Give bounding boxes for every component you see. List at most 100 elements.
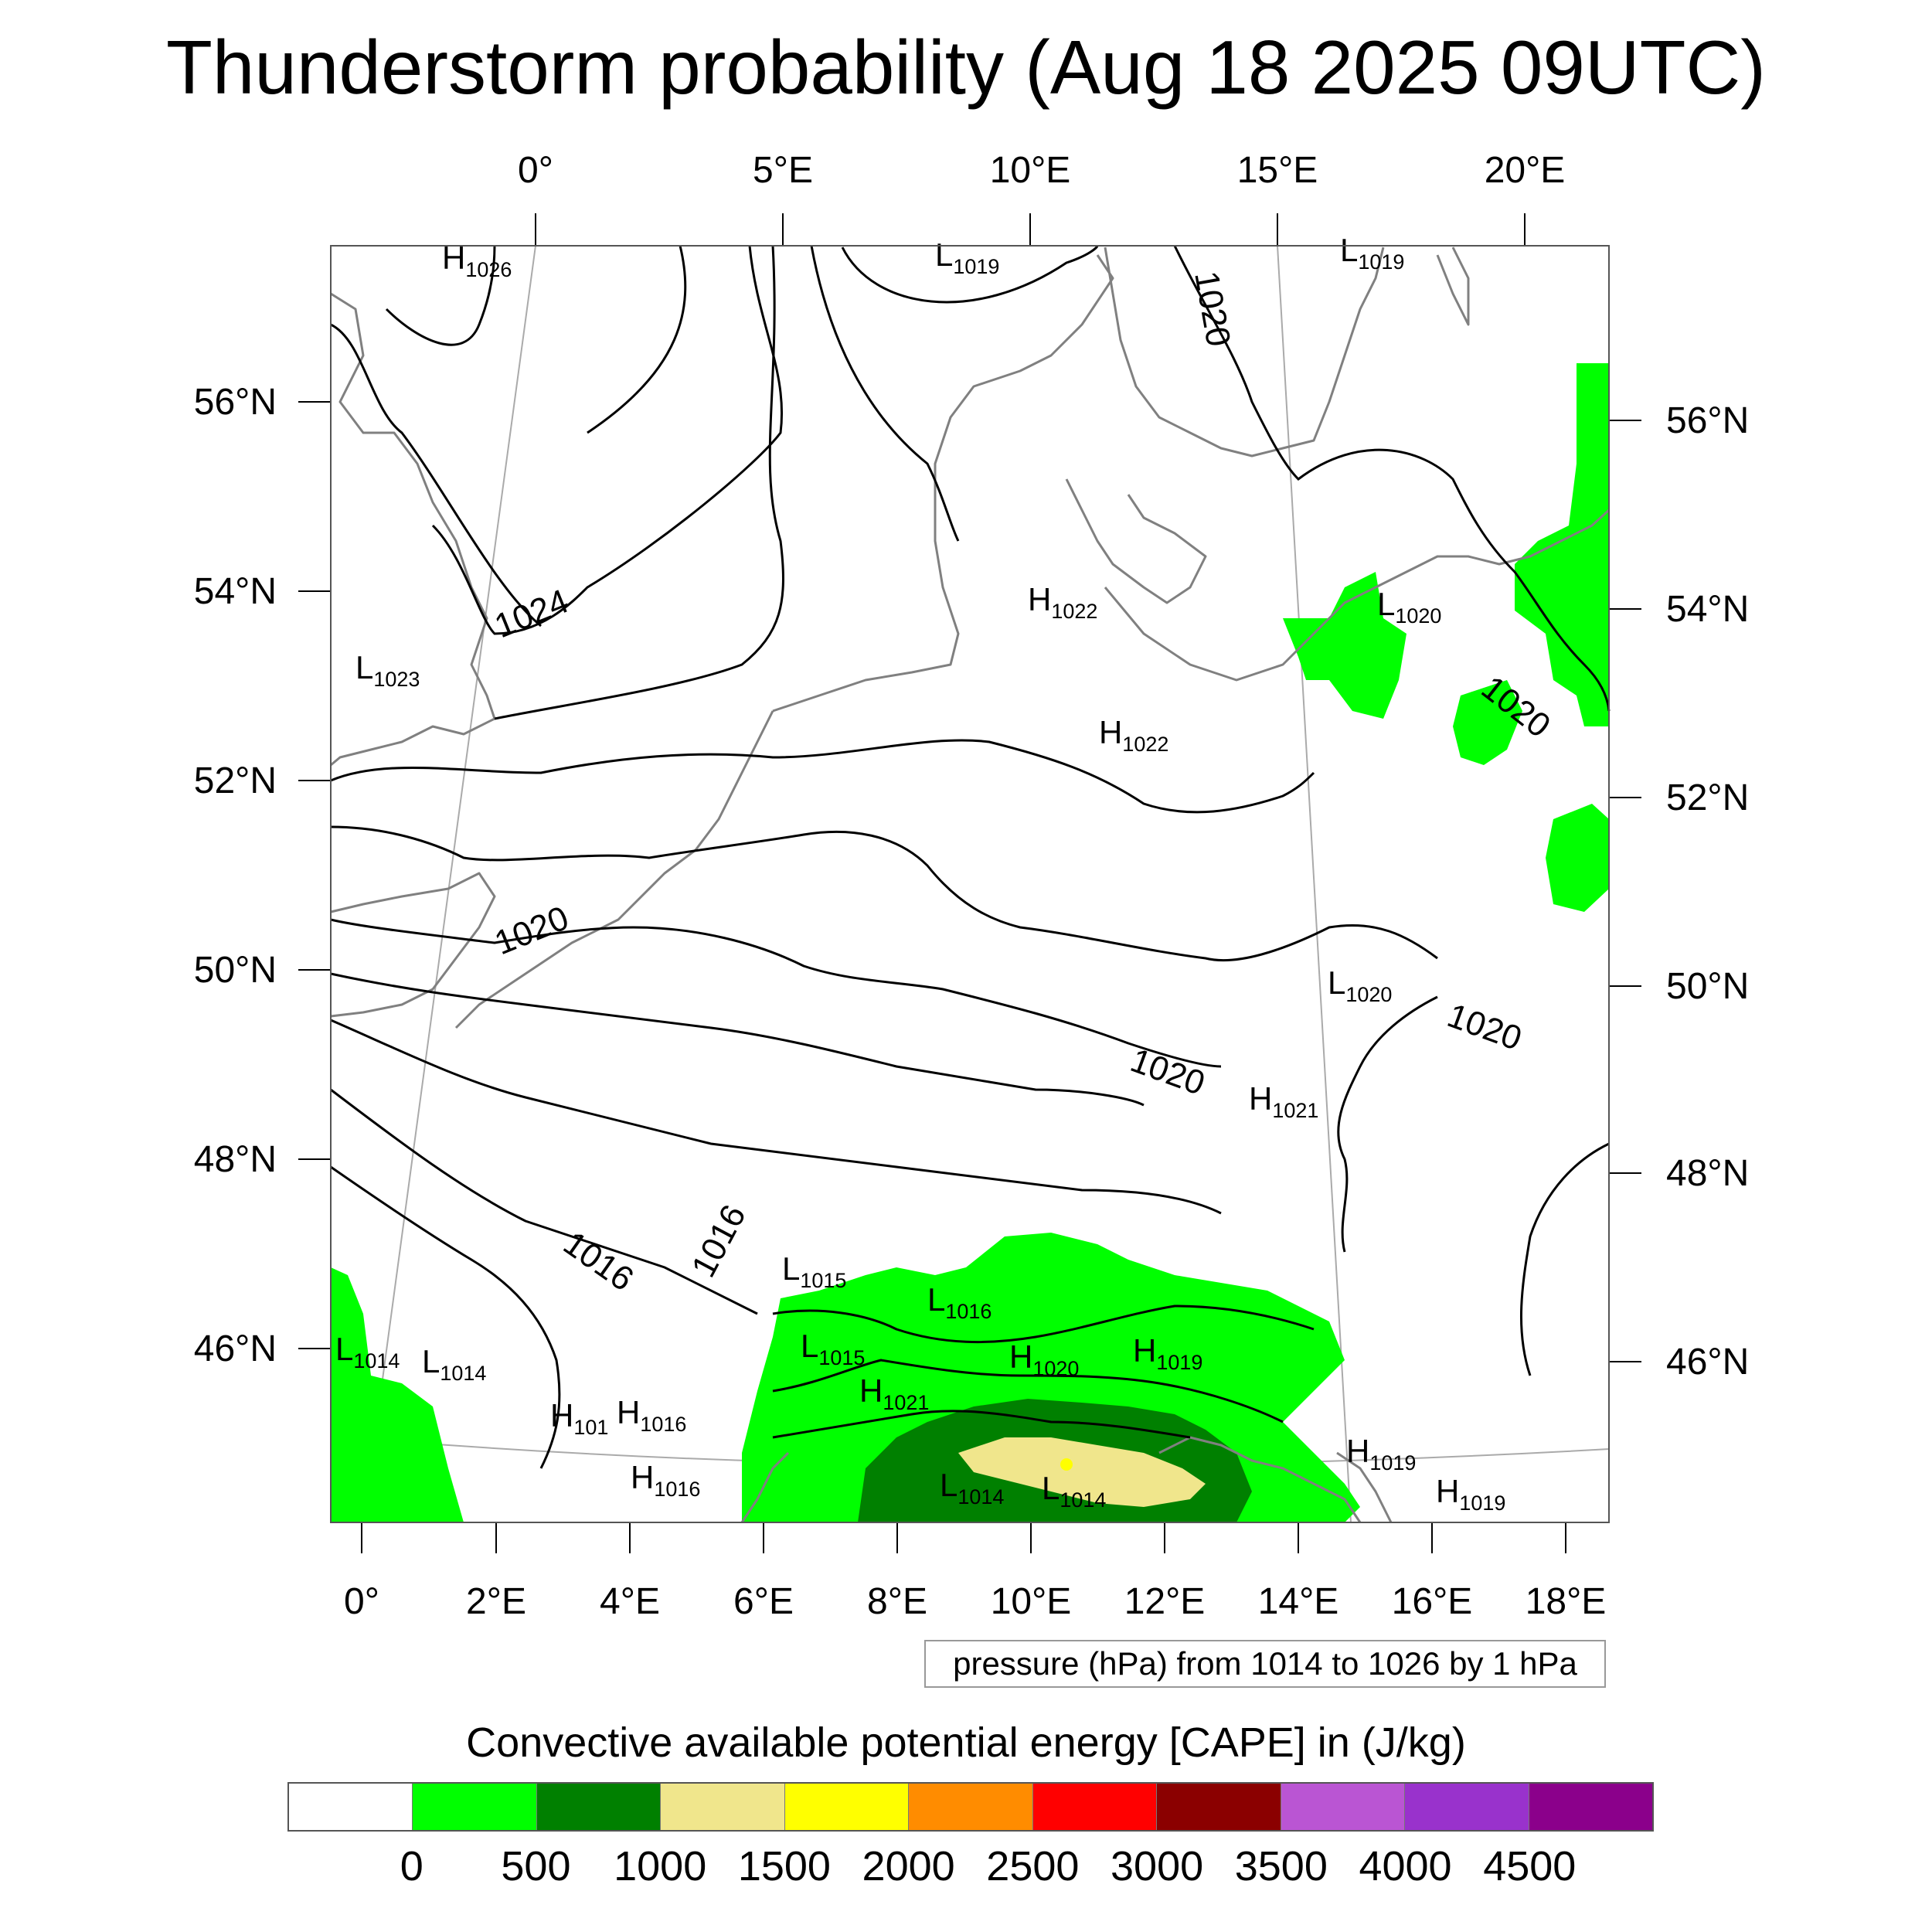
pressure-centres: H1026 L1019 L1019 L1023 H1022 L1020 H102… bbox=[335, 232, 1505, 1515]
isobar-1020-north bbox=[1173, 245, 1611, 712]
isobar-1020-east bbox=[1337, 995, 1438, 1253]
colorbar-box bbox=[1404, 1784, 1529, 1830]
isobar-1016-1 bbox=[330, 1088, 758, 1315]
top-lon-label: 15°E bbox=[1237, 150, 1318, 191]
pressure-centre-label: H1016 bbox=[617, 1394, 686, 1436]
isobars bbox=[330, 245, 1611, 1469]
cape-area-poland-center bbox=[1453, 680, 1522, 765]
isobar-alps-1 bbox=[772, 1304, 1315, 1344]
colorbar-label: 0 bbox=[400, 1843, 423, 1889]
pressure-centre-label: L1014 bbox=[940, 1467, 1004, 1509]
pressure-centre-label: L1016 bbox=[927, 1281, 992, 1323]
top-lon-label: 10°E bbox=[990, 150, 1071, 191]
pressure-centre-label: H1019 bbox=[1436, 1473, 1505, 1515]
pressure-centre-label: L1014 bbox=[1042, 1470, 1106, 1512]
colorbar-box bbox=[908, 1784, 1032, 1830]
isobar-alps-3 bbox=[772, 1410, 1191, 1439]
pressure-centre-label: H1019 bbox=[1133, 1332, 1202, 1374]
colorbar-box bbox=[412, 1784, 536, 1830]
bottom-lon-label: 8°E bbox=[867, 1581, 927, 1622]
pressure-centre-label: L1015 bbox=[782, 1250, 846, 1292]
colorbar-box bbox=[289, 1784, 413, 1830]
cape-area-east-poland bbox=[1515, 363, 1609, 726]
colorbar-label: 4500 bbox=[1483, 1843, 1577, 1889]
top-lon-label: 5°E bbox=[753, 150, 813, 191]
colorbar-box bbox=[1032, 1784, 1157, 1830]
coast-denmark-east bbox=[1065, 478, 1207, 604]
left-lat-label: 52°N bbox=[194, 760, 277, 801]
bottom-lon-label: 14°E bbox=[1258, 1581, 1339, 1622]
tick-marks bbox=[298, 213, 1641, 1553]
right-lat-label: 54°N bbox=[1666, 589, 1749, 630]
pressure-centre-label: L1023 bbox=[355, 649, 420, 691]
colorbar-box bbox=[1156, 1784, 1281, 1830]
bottom-lon-label: 0° bbox=[344, 1581, 379, 1622]
colorbar-label: 4000 bbox=[1359, 1843, 1452, 1889]
cape-area-po-valley bbox=[958, 1437, 1206, 1507]
map-title: Thunderstorm probability (Aug 18 2025 09… bbox=[166, 25, 1766, 110]
colorbar-label: 2500 bbox=[986, 1843, 1080, 1889]
isobar-1024 bbox=[431, 245, 784, 635]
top-lon-label: 0° bbox=[518, 150, 553, 191]
colorbar-box bbox=[1528, 1784, 1652, 1830]
bottom-lon-label: 6°E bbox=[733, 1581, 794, 1622]
coast-adriatic bbox=[1158, 1436, 1362, 1523]
cape-colorbar bbox=[287, 1782, 1654, 1832]
pressure-centre-label: H1021 bbox=[859, 1372, 929, 1414]
colorbar-label: 3500 bbox=[1234, 1843, 1328, 1889]
cape-shading bbox=[331, 363, 1609, 1522]
isobar-north-1 bbox=[385, 245, 496, 346]
coast-finland-gulf bbox=[1436, 247, 1470, 326]
colorbar-box bbox=[660, 1784, 784, 1830]
coast-croatia bbox=[1336, 1451, 1393, 1523]
left-lat-label: 54°N bbox=[194, 571, 277, 612]
coast-france-north bbox=[454, 710, 774, 1029]
coast-england-south bbox=[330, 872, 496, 1018]
right-lat-labels: 56°N 54°N 52°N 50°N 48°N 46°N bbox=[1666, 400, 1749, 1383]
pressure-centre-label: H1016 bbox=[631, 1459, 700, 1501]
colorbar-box bbox=[536, 1784, 661, 1830]
pressure-centre-label: H101 bbox=[550, 1397, 608, 1439]
isobar-mid-4 bbox=[330, 1019, 1222, 1215]
pressure-centre-label: L1014 bbox=[335, 1331, 400, 1372]
right-lat-label: 48°N bbox=[1666, 1153, 1749, 1194]
isobar-north-4 bbox=[494, 245, 784, 720]
left-lat-label: 46°N bbox=[194, 1328, 277, 1369]
map-border bbox=[330, 245, 1610, 1523]
coast-britain bbox=[330, 292, 496, 767]
isobar-1016-2 bbox=[330, 1165, 561, 1469]
cape-area-france bbox=[331, 1267, 464, 1522]
cape-area-yellow-spot bbox=[1060, 1458, 1073, 1471]
right-lat-label: 46°N bbox=[1666, 1342, 1749, 1383]
pressure-centre-label: H1022 bbox=[1028, 581, 1097, 623]
left-lat-label: 48°N bbox=[194, 1139, 277, 1180]
isobar-north-3 bbox=[587, 245, 687, 434]
colorbar-label: 2000 bbox=[862, 1843, 955, 1889]
colorbar-label: 1000 bbox=[614, 1843, 707, 1889]
coast-baltic-south bbox=[1104, 509, 1611, 682]
left-lat-labels: 56°N 54°N 52°N 50°N 48°N 46°N bbox=[194, 382, 277, 1369]
bottom-lon-label: 16°E bbox=[1392, 1581, 1473, 1622]
coast-netherlands-germany bbox=[772, 254, 1114, 713]
colorbar-label: 1500 bbox=[737, 1843, 831, 1889]
isobar-mid-3 bbox=[330, 972, 1145, 1107]
isobar-1020-mid bbox=[330, 918, 1222, 1068]
pressure-centre-label: L1014 bbox=[422, 1343, 486, 1385]
right-lat-label: 56°N bbox=[1666, 400, 1749, 441]
pressure-note: pressure (hPa) from 1014 to 1026 by 1 hP… bbox=[924, 1640, 1606, 1688]
colorbar-title: Convective available potential energy [C… bbox=[466, 1719, 1466, 1766]
isobar-north-5 bbox=[810, 245, 960, 542]
colorbar-box bbox=[784, 1784, 909, 1830]
colorbar-labels: 0 500 1000 1500 2000 2500 3000 3500 4000… bbox=[287, 1842, 1654, 1896]
coast-sweden bbox=[1104, 247, 1385, 457]
pressure-centre-label: H1019 bbox=[1346, 1433, 1416, 1475]
colorbar-box bbox=[1280, 1784, 1405, 1830]
pressure-centre-label: H1022 bbox=[1099, 714, 1168, 756]
right-lat-label: 50°N bbox=[1666, 966, 1749, 1007]
coast-liguria bbox=[740, 1451, 790, 1523]
isobar-mid-1 bbox=[330, 739, 1315, 814]
bottom-lon-label: 10°E bbox=[991, 1581, 1072, 1622]
top-lon-label: 20°E bbox=[1485, 150, 1566, 191]
left-lat-label: 50°N bbox=[194, 950, 277, 991]
right-lat-label: 52°N bbox=[1666, 777, 1749, 818]
